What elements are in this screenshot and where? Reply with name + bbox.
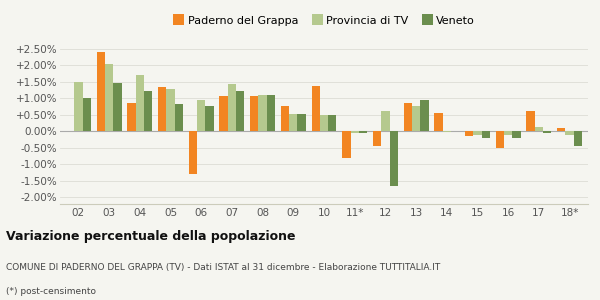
Bar [250, 96, 259, 131]
Bar [359, 131, 367, 133]
Bar [289, 114, 298, 131]
Bar [166, 89, 175, 131]
Bar [482, 131, 490, 138]
Bar [281, 106, 289, 131]
Bar [496, 131, 504, 148]
Bar [389, 131, 398, 186]
Bar [381, 111, 389, 131]
Bar [228, 84, 236, 131]
Bar [420, 100, 428, 131]
Bar [504, 131, 512, 135]
Bar [404, 103, 412, 131]
Bar [105, 64, 113, 131]
Bar [311, 85, 320, 131]
Bar [220, 96, 228, 131]
Legend: Paderno del Grappa, Provincia di TV, Veneto: Paderno del Grappa, Provincia di TV, Ven… [169, 12, 479, 31]
Bar [127, 103, 136, 131]
Bar [512, 131, 521, 138]
Bar [412, 106, 420, 131]
Bar [350, 131, 359, 133]
Bar [373, 131, 381, 146]
Bar [565, 131, 574, 135]
Bar [267, 95, 275, 131]
Bar [342, 131, 350, 158]
Bar [189, 131, 197, 174]
Text: (*) post-censimento: (*) post-censimento [6, 287, 96, 296]
Bar [574, 131, 582, 146]
Bar [136, 75, 144, 131]
Bar [526, 111, 535, 131]
Text: Variazione percentuale della popolazione: Variazione percentuale della popolazione [6, 230, 296, 243]
Bar [434, 113, 443, 131]
Bar [236, 91, 244, 131]
Bar [473, 131, 482, 135]
Bar [83, 98, 91, 131]
Bar [259, 95, 267, 131]
Bar [557, 128, 565, 131]
Bar [205, 106, 214, 131]
Bar [535, 127, 543, 131]
Bar [298, 114, 306, 131]
Bar [328, 115, 337, 131]
Bar [158, 87, 166, 131]
Bar [320, 115, 328, 131]
Bar [443, 131, 451, 132]
Text: COMUNE DI PADERNO DEL GRAPPA (TV) - Dati ISTAT al 31 dicembre - Elaborazione TUT: COMUNE DI PADERNO DEL GRAPPA (TV) - Dati… [6, 263, 440, 272]
Bar [175, 104, 183, 131]
Bar [74, 82, 83, 131]
Bar [144, 91, 152, 131]
Bar [97, 52, 105, 131]
Bar [465, 131, 473, 136]
Bar [197, 100, 205, 131]
Bar [543, 131, 551, 133]
Bar [113, 83, 122, 131]
